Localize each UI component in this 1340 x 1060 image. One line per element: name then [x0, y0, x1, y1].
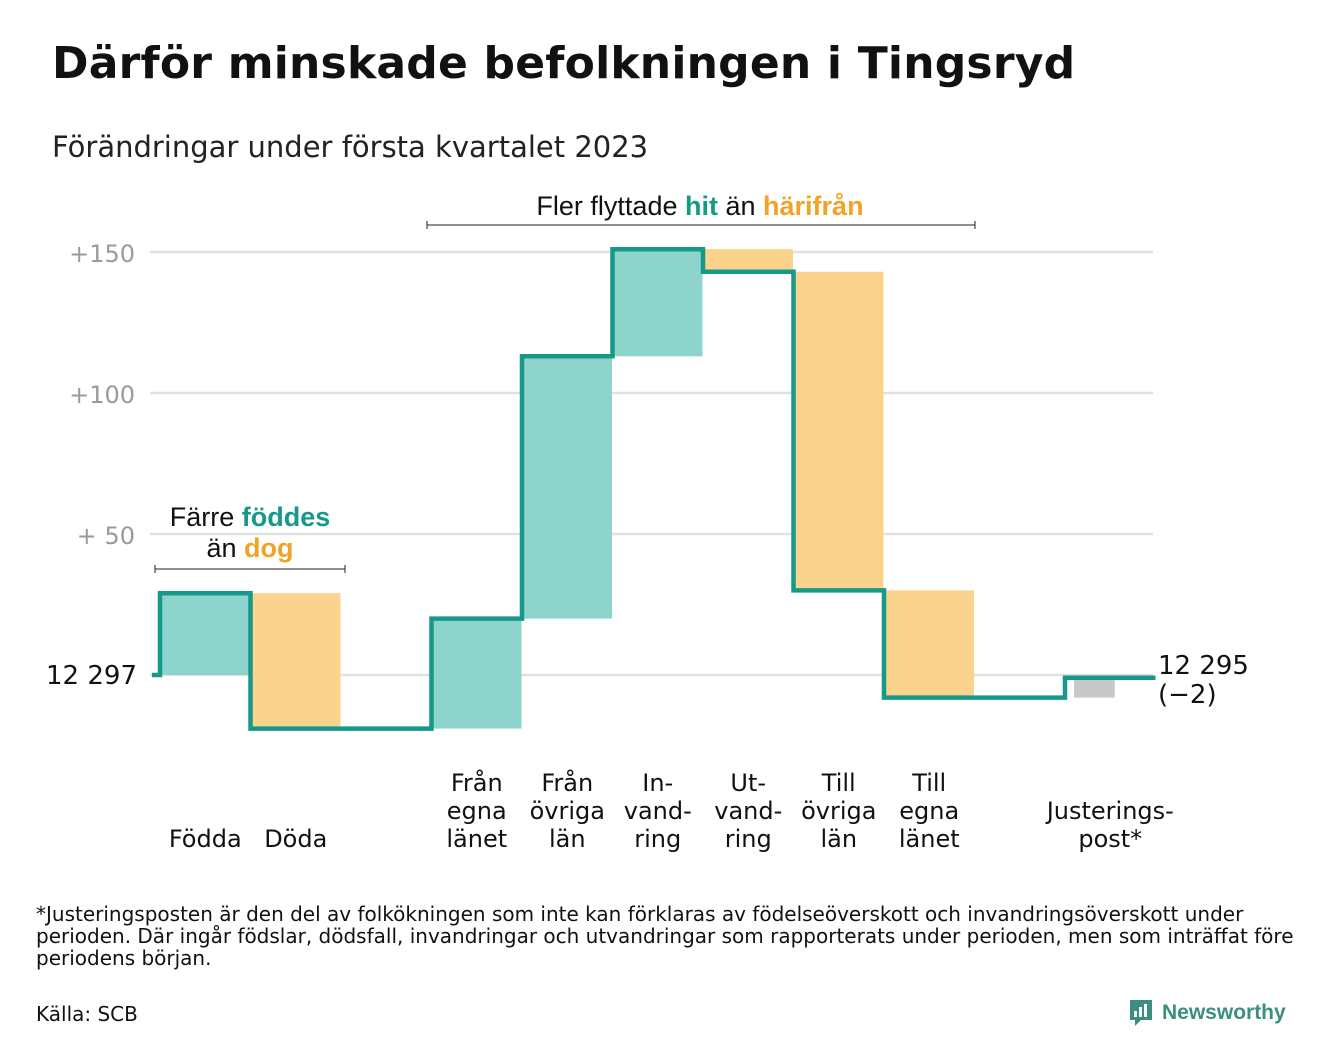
x-tick-label: länet	[899, 825, 960, 853]
x-tick-label: länet	[446, 825, 507, 853]
moves-annotation-highlight-in: hit	[685, 191, 718, 221]
bar-adjustment	[1074, 677, 1115, 698]
bar-decrease	[884, 590, 974, 698]
x-tick-label: ring	[725, 825, 772, 853]
bar-increase	[431, 618, 522, 729]
bars	[160, 249, 1115, 729]
bar-decrease	[703, 249, 793, 272]
bar-decrease	[793, 271, 884, 591]
chart-title: Därför minskade befolkningen i Tingsryd	[52, 38, 1076, 89]
x-tick-label: län	[549, 825, 586, 853]
value-labels: 12 297 12 295(−2)	[46, 651, 1249, 710]
source: Källa: SCB	[36, 1002, 138, 1026]
births-annotation-prefix: Färre	[170, 502, 242, 532]
step-line	[152, 246, 1156, 731]
x-tick-label: övriga	[530, 797, 605, 825]
deaths-annotation-prefix: än	[206, 533, 244, 563]
population-step-line	[152, 246, 1156, 731]
x-tick-label: län	[820, 825, 857, 853]
brand-name: Newsworthy	[1162, 1001, 1286, 1024]
waterfall-chart: +150+100+ 50 Födda DödaFrånegnalänetFrånö…	[46, 191, 1249, 853]
moves-annotation: Fler flyttade hit än härifrån	[426, 191, 976, 229]
bar-increase	[612, 249, 703, 357]
x-tick-label: Från	[451, 768, 503, 797]
end-change-label: (−2)	[1158, 680, 1217, 710]
x-tick-label: egna	[899, 797, 959, 825]
svg-text:Färre föddes: Färre föddes	[170, 502, 331, 532]
bar-increase	[160, 593, 250, 675]
brand: Newsworthy	[1128, 998, 1286, 1028]
y-axis-ticks: +150 +100 + 50	[69, 240, 135, 550]
x-tick-label: vand-	[714, 797, 782, 825]
x-tick-label: Döda	[264, 825, 327, 853]
newsworthy-logo-icon	[1130, 1000, 1152, 1026]
x-tick-label: Till	[821, 769, 856, 797]
end-value-label: 12 295	[1158, 651, 1249, 681]
bar-increase	[522, 356, 612, 619]
x-tick-label: Justerings-	[1045, 797, 1174, 825]
births-annotation-highlight: föddes	[242, 502, 331, 532]
y-tick-label: +100	[69, 381, 135, 409]
x-tick-label: post*	[1078, 825, 1142, 853]
x-tick-label: Till	[911, 769, 946, 797]
svg-text:än dog: än dog	[206, 533, 293, 563]
start-value-label: 12 297	[46, 661, 137, 691]
births-annotation: Färre föddes än dog	[154, 502, 346, 573]
x-tick-label: In-	[642, 769, 673, 797]
moves-annotation-middle: än	[718, 191, 763, 221]
moves-annotation-prefix: Fler flyttade	[536, 191, 685, 221]
x-axis-labels: Födda DödaFrånegnalänetFrånövrigalänIn-va…	[169, 768, 1174, 853]
x-tick-label: Från	[541, 768, 593, 797]
y-tick-label: +150	[69, 240, 135, 268]
svg-text:Fler flyttade hit än härifrån: Fler flyttade hit än härifrån	[536, 191, 863, 221]
footnote: *Justeringsposten är den del av folkökni…	[36, 902, 1294, 970]
y-tick-label: + 50	[77, 522, 135, 550]
x-tick-label: ring	[634, 825, 681, 853]
x-tick-label: egna	[447, 797, 507, 825]
bar-decrease	[250, 593, 341, 729]
x-tick-label: övriga	[801, 797, 876, 825]
x-tick-label: Födda	[169, 825, 242, 853]
x-tick-label: vand-	[624, 797, 692, 825]
deaths-annotation-highlight: dog	[244, 533, 293, 563]
x-tick-label: Ut-	[730, 769, 766, 797]
moves-annotation-highlight-out: härifrån	[763, 191, 864, 221]
chart-subtitle: Förändringar under första kvartalet 2023	[52, 130, 649, 164]
